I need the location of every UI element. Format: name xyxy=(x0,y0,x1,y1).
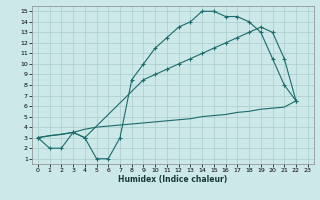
X-axis label: Humidex (Indice chaleur): Humidex (Indice chaleur) xyxy=(118,175,228,184)
